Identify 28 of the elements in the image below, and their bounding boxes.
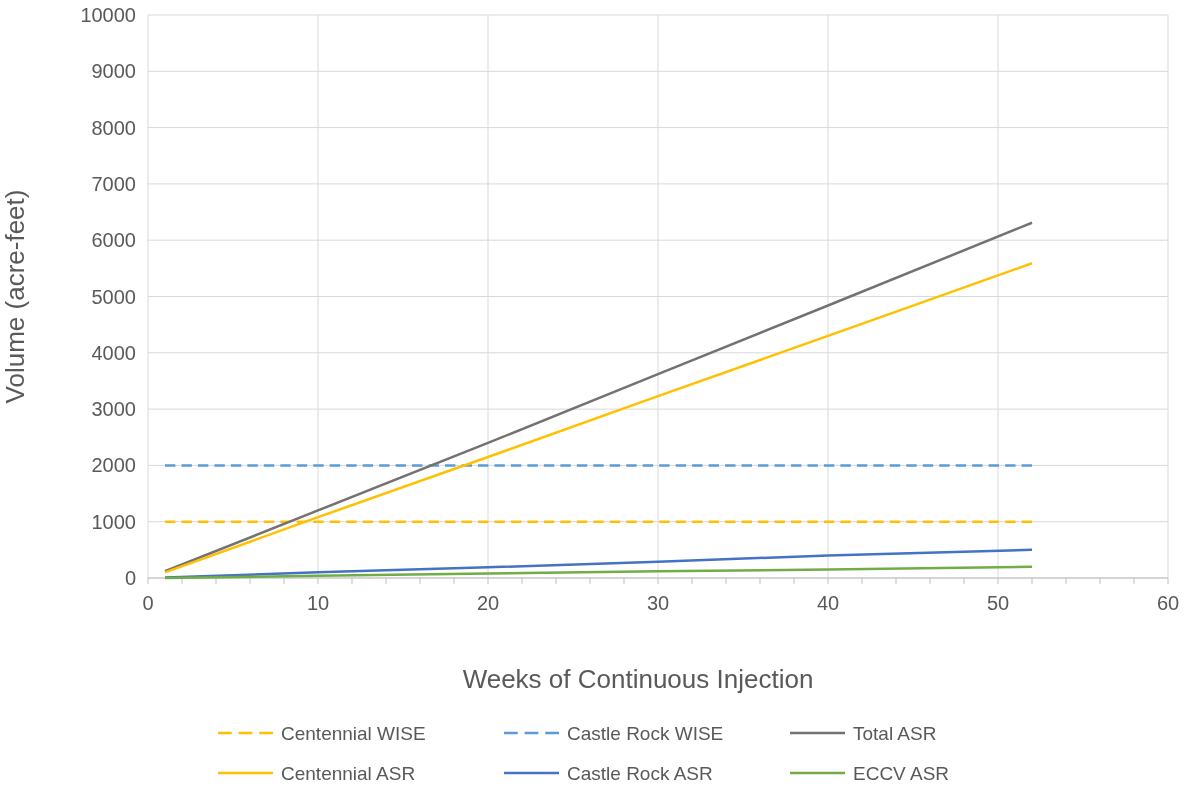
x-tick-label: 60 — [1156, 592, 1180, 614]
legend-label: Centennial ASR — [281, 763, 416, 784]
y-tick-label: 8000 — [91, 116, 136, 139]
x-tick-label: 0 — [142, 592, 154, 614]
legend-label: Castle Rock ASR — [567, 763, 713, 784]
y-tick-label: 2000 — [91, 454, 136, 477]
legend-label: ECCV ASR — [853, 763, 950, 784]
x-tick-label: 10 — [306, 592, 330, 614]
legend-label: Castle Rock WISE — [567, 723, 724, 744]
y-tick-label: 5000 — [91, 285, 136, 308]
y-tick-label: 0 — [124, 567, 136, 589]
legend-label: Centennial WISE — [281, 723, 426, 744]
legend-label: Total ASR — [853, 723, 937, 744]
x-tick-label: 20 — [476, 592, 500, 614]
line-series — [163, 548, 1034, 579]
line-series — [163, 565, 1034, 580]
y-axis-title: Volume (acre-feet) — [0, 189, 30, 404]
x-tick-label: 50 — [986, 592, 1010, 614]
y-tick-label: 4000 — [91, 341, 136, 364]
y-tick-label: 9000 — [91, 60, 136, 83]
y-tick-label: 1000 — [91, 510, 136, 533]
x-tick-label: 40 — [816, 592, 840, 614]
y-tick-label: 6000 — [91, 229, 136, 252]
x-tick-label: 30 — [646, 592, 670, 614]
y-tick-label: 10000 — [80, 4, 136, 26]
y-tick-label: 7000 — [91, 172, 136, 195]
x-axis-title: Weeks of Continuous Injection — [462, 664, 814, 694]
y-tick-label: 3000 — [91, 398, 136, 421]
